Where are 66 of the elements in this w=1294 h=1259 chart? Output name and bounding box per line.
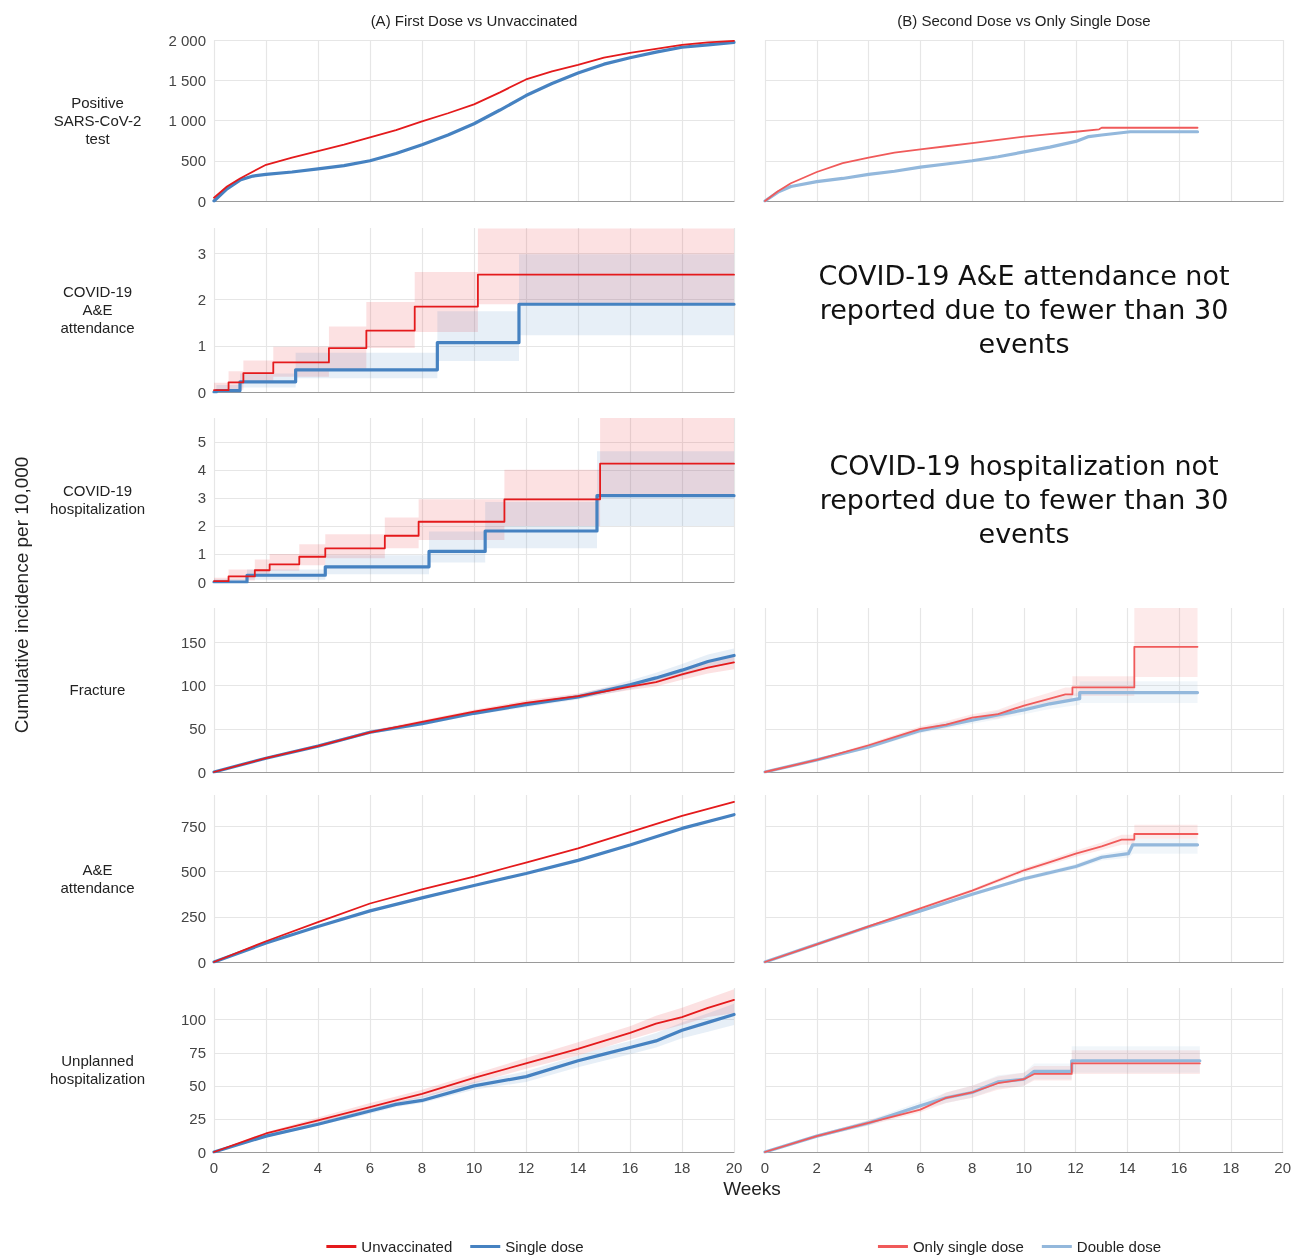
- y-tick-label: 1: [197, 337, 206, 355]
- x-tick-label: 18: [673, 1159, 691, 1176]
- y-tick-label: 750: [180, 818, 206, 836]
- x-tick-label: 14: [1119, 1159, 1136, 1176]
- x-tick-label: 10: [465, 1159, 483, 1176]
- text: COVID-19 A&E attendance not reported due to fewer than 30 events: [817, 259, 1231, 361]
- x-tick-label: 10: [1015, 1159, 1033, 1176]
- x-tick-label: 8: [417, 1159, 427, 1176]
- y-tick-label: 50: [189, 1077, 206, 1095]
- y-tick-label: 0: [197, 573, 206, 591]
- text: Cumulative incidence per 10,000: [11, 456, 33, 734]
- y-tick-label: 150: [180, 634, 206, 652]
- chart-title: (B) Second Dose vs Only Single Dose: [896, 12, 1152, 29]
- y-tick-label: 2 000: [168, 31, 206, 49]
- y-tick-label: 5: [197, 433, 206, 451]
- y-tick-label: 1: [197, 545, 206, 563]
- x-tick-label: 20: [725, 1159, 743, 1176]
- x-tick-label: 0: [209, 1159, 219, 1176]
- y-axis-title: Unplanned hospitalization: [50, 1052, 146, 1088]
- x-tick-label: 12: [1067, 1159, 1084, 1176]
- y-tick-label: 75: [189, 1044, 206, 1062]
- legend-label: Only single dose: [912, 1238, 1024, 1255]
- y-tick-label: 500: [180, 152, 206, 170]
- chart-title: (A) First Dose vs Unvaccinated: [369, 12, 579, 29]
- y-tick-label: 100: [180, 677, 206, 695]
- y-tick-label: 0: [197, 1143, 206, 1161]
- x-axis-title: Weeks: [722, 1178, 782, 1200]
- x-tick-label: 12: [517, 1159, 535, 1176]
- text: COVID-19 hospitalization not reported due to fewer than 30 events: [818, 449, 1230, 551]
- legend-label: Single dose: [505, 1238, 584, 1255]
- y-axis-title: COVID-19 hospitalization: [50, 482, 146, 518]
- y-tick-label: 25: [189, 1110, 206, 1128]
- y-tick-label: 0: [197, 383, 206, 401]
- x-tick-label: 4: [864, 1159, 873, 1176]
- x-tick-label: 16: [621, 1159, 639, 1176]
- y-axis-title: Fracture: [68, 681, 127, 699]
- x-tick-label: 18: [1222, 1159, 1240, 1176]
- x-tick-label: 8: [967, 1159, 977, 1176]
- x-tick-label: 2: [812, 1159, 821, 1176]
- legend-label: Double dose: [1076, 1238, 1162, 1255]
- y-tick-label: 3: [197, 489, 206, 507]
- y-tick-label: 0: [197, 953, 206, 971]
- x-tick-label: 16: [1170, 1159, 1188, 1176]
- y-tick-label: 50: [189, 720, 206, 738]
- legend-label: Unvaccinated: [361, 1238, 453, 1255]
- x-tick-label: 2: [261, 1159, 271, 1176]
- y-tick-label: 2: [197, 517, 206, 535]
- y-tick-label: 3: [197, 244, 206, 262]
- y-axis-title: COVID-19 A&E attendance: [59, 283, 136, 337]
- y-tick-label: 500: [180, 863, 206, 881]
- y-tick-label: 1 500: [168, 71, 206, 89]
- y-tick-label: 0: [197, 192, 206, 210]
- y-tick-label: 2: [197, 291, 206, 309]
- x-tick-label: 14: [569, 1159, 587, 1176]
- x-tick-label: 0: [760, 1159, 770, 1176]
- x-tick-label: 20: [1274, 1159, 1291, 1176]
- x-tick-label: 4: [313, 1159, 323, 1176]
- x-tick-label: 6: [916, 1159, 925, 1176]
- y-axis-title: Positive SARS-CoV-2 test: [52, 93, 143, 148]
- y-tick-label: 100: [180, 1011, 206, 1029]
- y-tick-label: 0: [197, 763, 206, 781]
- y-tick-label: 250: [180, 908, 206, 926]
- x-tick-label: 6: [365, 1159, 375, 1176]
- y-tick-label: 4: [197, 461, 206, 479]
- y-tick-label: 1 000: [168, 112, 206, 129]
- y-axis-title: A&E attendance: [59, 860, 136, 897]
